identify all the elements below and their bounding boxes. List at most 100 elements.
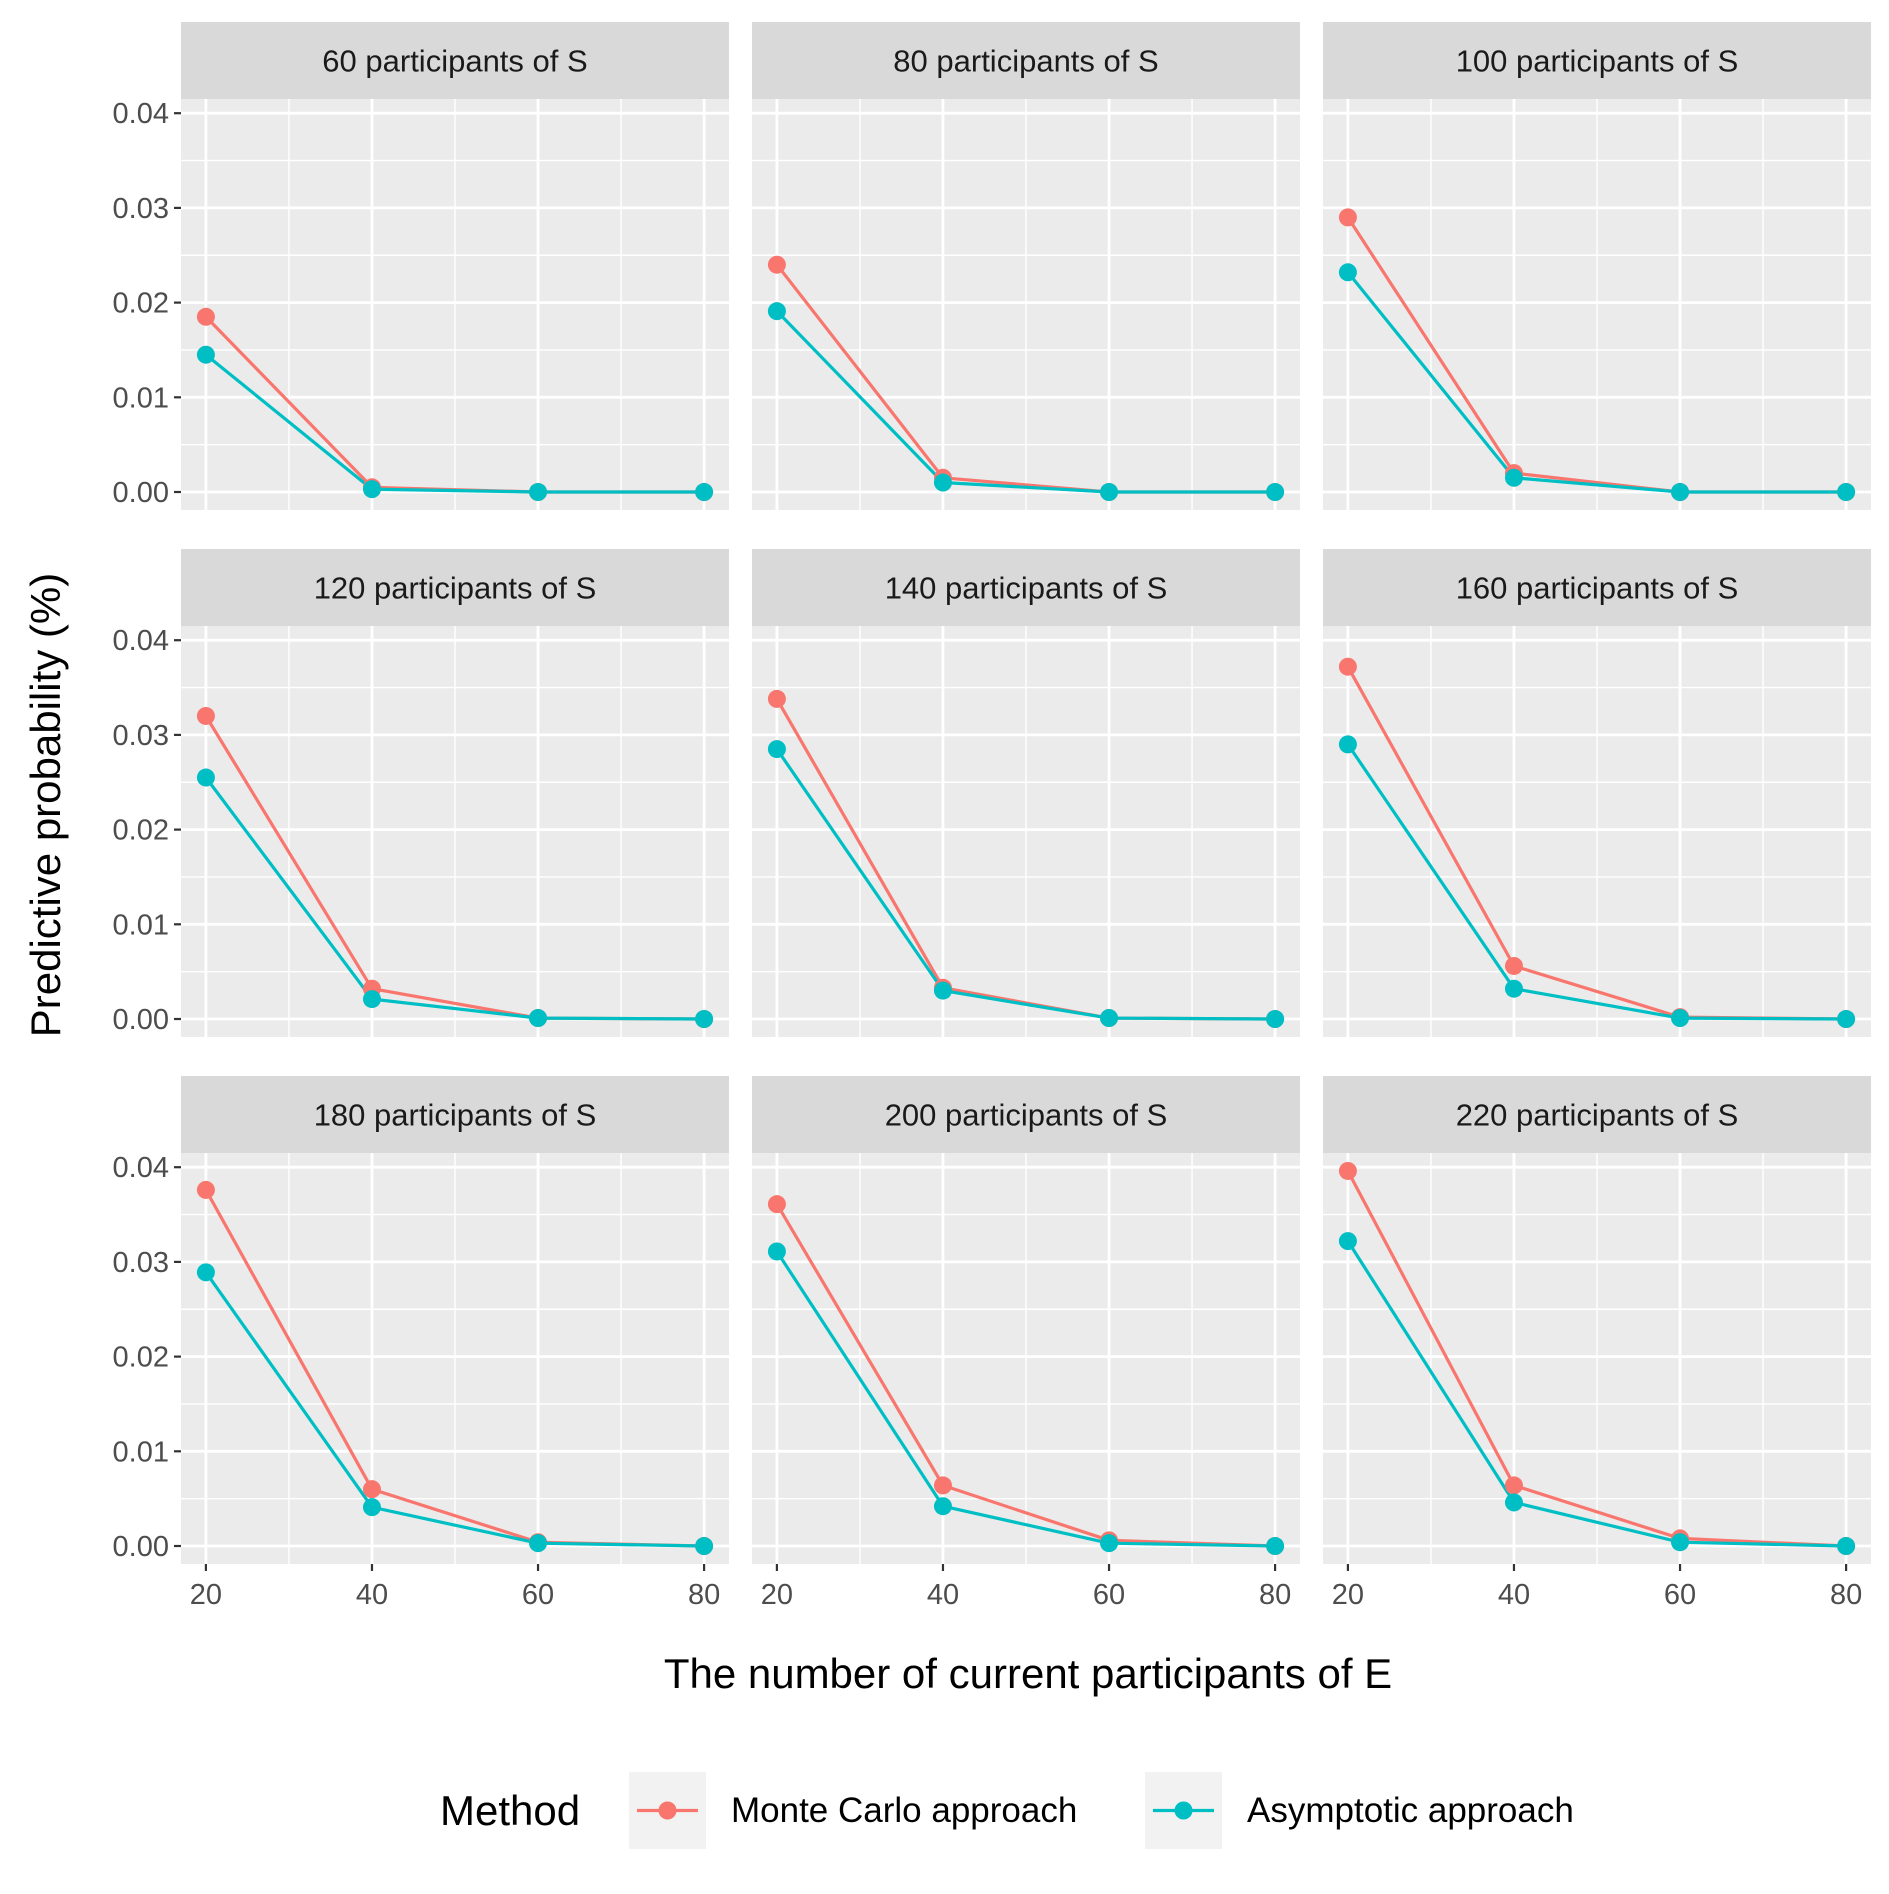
data-point bbox=[695, 483, 714, 502]
y-tick-label: 0.02 bbox=[113, 288, 169, 320]
panel-title: 100 participants of S bbox=[1456, 44, 1739, 79]
y-tick-label: 0.04 bbox=[113, 625, 169, 657]
data-point bbox=[1504, 1493, 1523, 1512]
series-line bbox=[1346, 1240, 1847, 1548]
x-tick-label: 20 bbox=[761, 1579, 793, 1611]
data-point bbox=[529, 1534, 548, 1553]
panel-title: 180 participants of S bbox=[314, 1098, 597, 1133]
data-point bbox=[1837, 483, 1856, 502]
data-point bbox=[933, 1476, 952, 1495]
data-point bbox=[1100, 483, 1119, 502]
data-point bbox=[767, 302, 786, 321]
legend-label: Monte Carlo approach bbox=[731, 1791, 1077, 1830]
legend-key-point bbox=[658, 1801, 677, 1820]
y-tick-label: 0.01 bbox=[113, 1436, 169, 1468]
x-axis-title: The number of current participants of E bbox=[664, 1650, 1392, 1697]
data-point bbox=[196, 1180, 215, 1199]
series-line bbox=[775, 748, 1276, 1021]
panel-strip bbox=[752, 22, 1300, 99]
series-line bbox=[204, 776, 705, 1021]
data-point bbox=[196, 706, 215, 725]
data-point bbox=[1338, 1232, 1357, 1251]
panel-strip bbox=[752, 549, 1300, 626]
data-point bbox=[1100, 1009, 1119, 1028]
data-point bbox=[1504, 956, 1523, 975]
data-point bbox=[529, 1009, 548, 1028]
data-point bbox=[1266, 483, 1285, 502]
panel-strip bbox=[1323, 22, 1871, 99]
y-tick-label: 0.03 bbox=[113, 193, 169, 225]
y-tick-label: 0.03 bbox=[113, 1247, 169, 1279]
data-point bbox=[767, 1242, 786, 1261]
data-point bbox=[767, 1195, 786, 1214]
panel-title: 60 participants of S bbox=[322, 44, 587, 79]
x-tick-label: 40 bbox=[1498, 1579, 1530, 1611]
data-point bbox=[1837, 1537, 1856, 1556]
y-tick-label: 0.01 bbox=[113, 909, 169, 941]
x-tick-label: 60 bbox=[1664, 1579, 1696, 1611]
y-tick-label: 0.03 bbox=[113, 720, 169, 752]
data-point bbox=[1504, 979, 1523, 998]
x-tick-label: 40 bbox=[356, 1579, 388, 1611]
panel: 160 participants of S bbox=[1323, 549, 1871, 1037]
data-point bbox=[1100, 1534, 1119, 1553]
panel-strip bbox=[752, 1076, 1300, 1153]
data-point bbox=[767, 740, 786, 759]
data-point bbox=[1504, 468, 1523, 487]
data-point bbox=[1266, 1537, 1285, 1556]
y-tick-label: 0.01 bbox=[113, 382, 169, 414]
y-tick-label: 0.02 bbox=[113, 815, 169, 847]
x-tick-label: 60 bbox=[522, 1579, 554, 1611]
legend: Method Monte Carlo approach Asymptotic app… bbox=[440, 1772, 1574, 1849]
x-tick-label: 20 bbox=[190, 1579, 222, 1611]
y-axis-title: Predictive probability (%) bbox=[22, 573, 69, 1038]
panel-title: 200 participants of S bbox=[885, 1098, 1168, 1133]
data-point bbox=[196, 768, 215, 787]
data-point bbox=[933, 981, 952, 1000]
panel-title: 220 participants of S bbox=[1456, 1098, 1739, 1133]
data-point bbox=[767, 255, 786, 274]
data-point bbox=[1671, 1533, 1690, 1552]
data-point bbox=[1338, 1161, 1357, 1180]
data-point bbox=[933, 473, 952, 492]
series-line bbox=[204, 1271, 705, 1548]
data-point bbox=[1338, 263, 1357, 282]
x-tick-label: 40 bbox=[927, 1579, 959, 1611]
panel-title: 120 participants of S bbox=[314, 571, 597, 606]
panel: 140 participants of S bbox=[752, 549, 1300, 1037]
panel: 100 participants of S bbox=[1323, 22, 1871, 510]
data-point bbox=[196, 1263, 215, 1282]
data-point bbox=[1671, 1009, 1690, 1028]
legend-label: Asymptotic approach bbox=[1247, 1791, 1574, 1830]
data-point bbox=[767, 689, 786, 708]
data-point bbox=[196, 345, 215, 364]
panel-title: 160 participants of S bbox=[1456, 571, 1739, 606]
panel: 200 participants of S 20 40 60 80 bbox=[752, 1076, 1300, 1611]
panel-strip bbox=[181, 1076, 729, 1153]
data-point bbox=[1671, 483, 1690, 502]
x-tick-label: 80 bbox=[688, 1579, 720, 1611]
y-tick-label: 0.04 bbox=[113, 98, 169, 130]
data-point bbox=[695, 1010, 714, 1029]
data-point bbox=[1338, 657, 1357, 676]
y-tick-label: 0.00 bbox=[113, 1531, 169, 1563]
data-point bbox=[362, 1480, 381, 1499]
x-tick-label: 80 bbox=[1830, 1579, 1862, 1611]
panel: 180 participants of S 0.00 0.01 0.02 0.03 0.0… bbox=[113, 1076, 729, 1611]
series-line bbox=[1346, 743, 1847, 1021]
data-point bbox=[1837, 1010, 1856, 1029]
panel-strip bbox=[181, 22, 729, 99]
data-point bbox=[529, 483, 548, 502]
series-line bbox=[204, 353, 705, 494]
data-point bbox=[362, 1498, 381, 1517]
y-tick-label: 0.00 bbox=[113, 477, 169, 509]
x-tick-label: 80 bbox=[1259, 1579, 1291, 1611]
panel: 120 participants of S 0.00 0.01 0.02 0.03 0.0… bbox=[113, 549, 729, 1037]
panel-title: 80 participants of S bbox=[893, 44, 1158, 79]
legend-title: Method bbox=[440, 1787, 580, 1834]
data-point bbox=[1338, 735, 1357, 754]
panel-strip bbox=[1323, 549, 1871, 626]
y-tick-label: 0.04 bbox=[113, 1152, 169, 1184]
